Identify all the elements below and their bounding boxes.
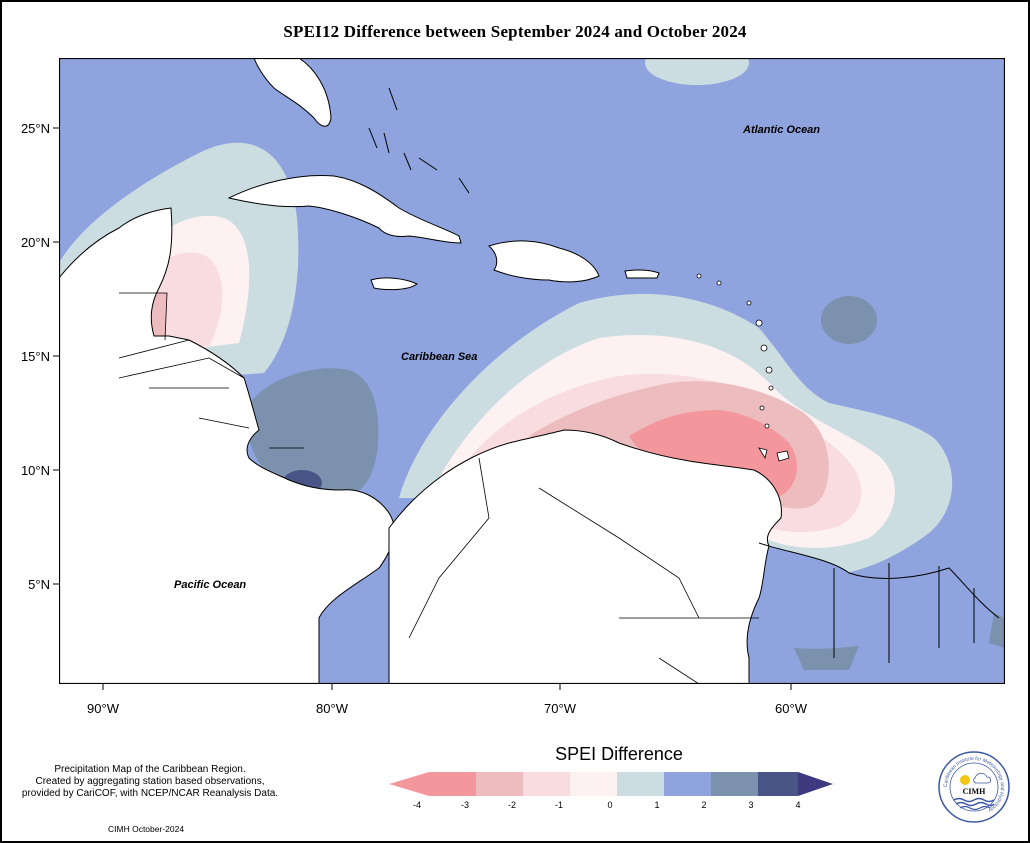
land-florida: [253, 58, 332, 127]
lon-label-70w: 70°W: [544, 701, 576, 716]
lat-label-25n: 25°N: [20, 121, 50, 136]
anomaly-guianas-coast-2-3: [989, 613, 1005, 648]
map-description: Precipitation Map of the Caribbean Regio…: [10, 764, 290, 800]
land-jamaica: [370, 277, 418, 291]
sun-icon: [960, 775, 970, 785]
anomaly-central-america-2-3: [246, 368, 379, 499]
legend-swatch-gt-3-arrow: [798, 772, 833, 796]
cimh-logo: CIMH Caribbean Institute for Meteorology…: [938, 751, 1010, 823]
legend-tick: -4: [412, 800, 421, 810]
spei-map[interactable]: [59, 58, 1005, 684]
color-legend: [389, 772, 833, 796]
legend-swatch-m3-m2: [476, 772, 523, 796]
land-puerto-rico: [624, 269, 660, 279]
legend-swatch-m1-0: [570, 772, 617, 796]
land-central-america: [59, 207, 395, 684]
legend-tick: 3: [748, 800, 754, 810]
label-caribbean-sea: Caribbean Sea: [401, 351, 478, 363]
land-south-america: [388, 429, 782, 684]
logo-text: CIMH: [963, 787, 986, 796]
legend-tick: 0: [607, 800, 613, 810]
land-hispaniola: [488, 240, 600, 283]
legend-swatch-0-1: [617, 772, 664, 796]
legend-swatch-1-2: [664, 772, 711, 796]
wave-icon: [953, 797, 995, 803]
legend-swatch-gt-3: [758, 772, 798, 796]
lat-label-15n: 15°N: [20, 349, 50, 364]
legend-tick: -3: [460, 800, 469, 810]
legend-tick: 2: [701, 800, 707, 810]
country-borders: [118, 292, 759, 684]
lon-label-60w: 60°W: [775, 701, 807, 716]
label-pacific-ocean: Pacific Ocean: [174, 579, 247, 591]
anomaly-ne-patch: [821, 296, 877, 344]
land-bahamas: [368, 87, 470, 194]
info-line: provided by CariCOF, with NCEP/NCAR Rean…: [21, 788, 279, 799]
cloud-icon: [973, 772, 991, 784]
legend-tick: 4: [795, 800, 801, 810]
lon-label-80w: 80°W: [316, 701, 348, 716]
land-guianas: [758, 542, 1000, 663]
land-cuba: [227, 174, 462, 244]
land-lesser-antilles: [696, 273, 790, 462]
legend-title: SPEI Difference: [555, 744, 683, 764]
lon-label-90w: 90°W: [87, 701, 119, 716]
label-atlantic-ocean: Atlantic Ocean: [743, 124, 821, 136]
legend-swatch-2-3: [711, 772, 758, 796]
anomaly-guianas-land-2-3: [794, 646, 859, 670]
legend-swatch-lt-m3: [389, 772, 429, 796]
legend-tick: 1: [654, 800, 660, 810]
lat-label-5n: 5°N: [28, 577, 50, 592]
lat-label-20n: 20°N: [20, 235, 50, 250]
anomaly-guianas-land: [759, 543, 1005, 668]
legend-tick: -2: [507, 800, 516, 810]
map-canvas: [59, 58, 1005, 684]
legend-swatch-lt-m3-rect: [429, 772, 476, 796]
legend-swatch-m2-m1: [523, 772, 570, 796]
info-line: Precipitation Map of the Caribbean Regio…: [54, 764, 246, 775]
anomaly-light-blue-top: [645, 58, 749, 85]
info-line: Created by aggregating station based obs…: [35, 776, 265, 787]
legend-tick: -1: [554, 800, 563, 810]
credit-text: CIMH October-2024: [108, 824, 185, 834]
lat-label-10n: 10°N: [20, 463, 50, 478]
map-title: SPEI12 Difference between September 2024…: [283, 22, 747, 41]
